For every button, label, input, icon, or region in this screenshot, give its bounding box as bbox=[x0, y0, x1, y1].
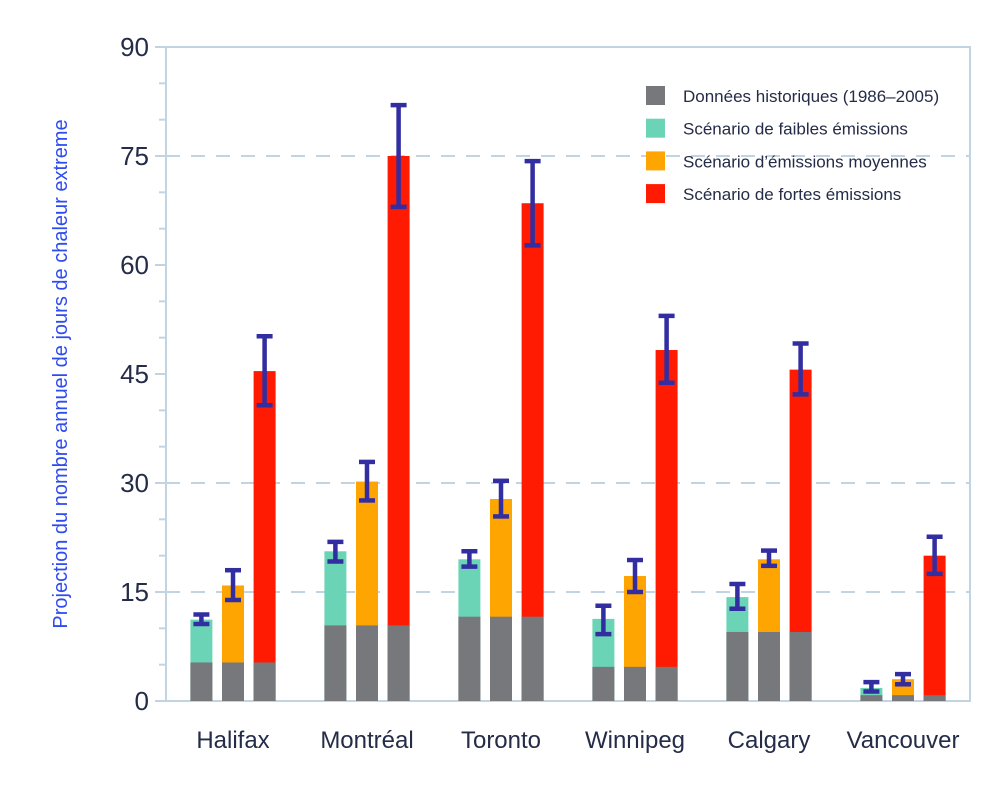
bar-calgary-scenario-3 bbox=[789, 369, 812, 701]
bar-vancouver-historical-1 bbox=[860, 695, 883, 701]
bar-vancouver-historical-3 bbox=[923, 695, 946, 701]
x-label-halifax: Halifax bbox=[196, 727, 269, 754]
bar-vancouver-historical-2 bbox=[892, 695, 914, 701]
legend-swatch-1 bbox=[646, 86, 665, 105]
x-label-winnipeg: Winnipeg bbox=[585, 727, 685, 754]
bar-calgary-historical-1 bbox=[726, 631, 749, 701]
legend-label-2: Scénario de faibles émissions bbox=[683, 120, 908, 139]
x-label-montréal: Montréal bbox=[320, 727, 413, 754]
bar-winnipeg-scenario-3 bbox=[655, 350, 678, 701]
bar-halifax-scenario-3 bbox=[253, 371, 276, 701]
bar-calgary-historical-2 bbox=[758, 631, 780, 701]
y-tick-label-60: 60 bbox=[120, 250, 149, 280]
y-tick-label-75: 75 bbox=[120, 141, 149, 171]
bar-toronto-historical-2 bbox=[490, 616, 512, 701]
x-label-calgary: Calgary bbox=[728, 727, 811, 754]
y-tick-label-30: 30 bbox=[120, 468, 149, 498]
bar-toronto-scenario-3 bbox=[521, 203, 544, 701]
plot-border bbox=[165, 46, 971, 702]
bar-montréal-historical-1 bbox=[324, 625, 347, 701]
y-tick-label-90: 90 bbox=[120, 32, 149, 62]
x-label-toronto: Toronto bbox=[461, 727, 541, 754]
bar-montréal-scenario-3 bbox=[387, 156, 410, 701]
bar-halifax-historical-2 bbox=[222, 662, 244, 701]
bar-montréal-historical-2 bbox=[356, 625, 378, 701]
y-tick-label-0: 0 bbox=[135, 686, 149, 716]
bar-winnipeg-historical-3 bbox=[655, 666, 678, 701]
bar-toronto-historical-3 bbox=[521, 616, 544, 701]
legend-label-3: Scénario d’émissions moyennes bbox=[683, 152, 927, 171]
bar-winnipeg-historical-2 bbox=[624, 666, 646, 701]
bar-montréal-historical-3 bbox=[387, 625, 410, 701]
bar-calgary-historical-3 bbox=[789, 631, 812, 701]
legend-label-1: Données historiques (1986–2005) bbox=[683, 87, 939, 106]
bar-halifax-historical-3 bbox=[253, 662, 276, 701]
bar-winnipeg-historical-1 bbox=[592, 666, 615, 701]
x-label-vancouver: Vancouver bbox=[847, 727, 960, 754]
bar-toronto-historical-1 bbox=[458, 616, 481, 701]
legend-label-4: Scénario de fortes émissions bbox=[683, 185, 901, 204]
bar-halifax-historical-1 bbox=[190, 662, 213, 701]
y-tick-label-15: 15 bbox=[120, 577, 149, 607]
y-axis-title: Projection du nombre annuel de jours de … bbox=[50, 119, 72, 628]
bar-vancouver-scenario-3 bbox=[923, 555, 946, 701]
legend-swatch-4 bbox=[646, 184, 665, 204]
y-tick-label-45: 45 bbox=[120, 359, 149, 389]
legend-swatch-2 bbox=[646, 118, 665, 138]
legend-swatch-3 bbox=[646, 151, 665, 171]
